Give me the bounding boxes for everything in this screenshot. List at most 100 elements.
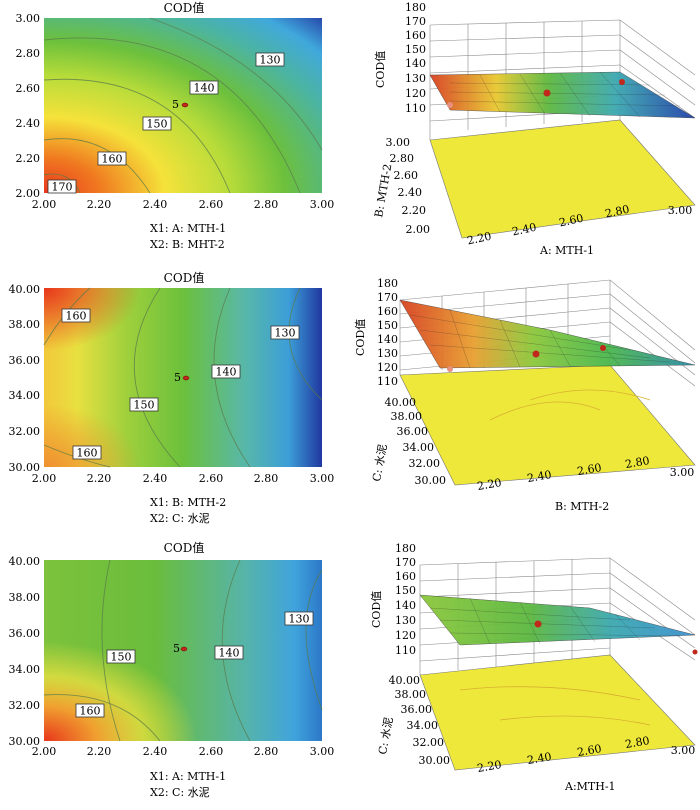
surface-plot-1-svg: COD值 110 120 130 140 150 160 170 180 2.0…	[372, 1, 696, 257]
svg-text:130: 130	[260, 54, 281, 67]
y-tick: 2.40	[398, 186, 423, 199]
contour-plot-1: COD值 170 160 150 140 130 5 2.00 2.20 2.4…	[0, 0, 350, 270]
contour-plot-1-svg: COD值 170 160 150 140 130 5 2.00 2.20 2.4…	[16, 0, 335, 251]
y-tick: 38.00	[395, 688, 427, 701]
surface-ylabel-2: C: 水泥	[370, 443, 389, 482]
x-tick: 2.20	[476, 758, 502, 775]
surface-zlabel-2: COD值	[354, 319, 367, 356]
center-point-2	[182, 375, 190, 381]
x-tick: 2.60	[558, 212, 585, 230]
contour-title-2: COD值	[164, 270, 205, 285]
contour-xlabel-2: X1: B: MTH-2	[150, 496, 226, 509]
surface-grid-2	[409, 309, 671, 369]
z-tick: 110	[377, 375, 398, 388]
surface-plot-3-svg: COD值 110 120 130 140 150 160 170 180 30.…	[370, 542, 698, 793]
contour-yticks-1: 2.00 2.20 2.40 2.60 2.80 3.00	[16, 12, 41, 200]
y-tick: 32.00	[9, 699, 41, 712]
x-tick: 3.00	[668, 204, 693, 217]
contour-ylabel-2: X2: C: 水泥	[150, 512, 210, 525]
x-tick: 2.60	[576, 742, 602, 759]
surface-ylabel-1: B: MTH-2	[372, 163, 394, 219]
surface-yticks-1: 2.00 2.20 2.40 2.60 2.80 3.00	[386, 136, 431, 236]
contour-xticks-1: 2.00 2.20 2.40 2.60 2.80 3.00	[32, 198, 335, 211]
surface-point-1	[543, 89, 551, 97]
contour-plot-3: COD值 160 150 140 130 5 2.00 2.20 2.40 2.…	[0, 540, 350, 806]
x-tick: 3.00	[310, 472, 335, 485]
surface-xlabel-3: A:MTH-1	[564, 780, 616, 793]
x-tick: 2.60	[199, 745, 224, 758]
z-tick: 130	[395, 614, 416, 627]
center-point-label-2: 5	[174, 371, 181, 384]
svg-text:140: 140	[194, 82, 215, 95]
x-tick: 2.40	[143, 745, 168, 758]
y-tick: 32.00	[409, 457, 441, 470]
y-tick: 38.00	[9, 318, 41, 331]
svg-text:140: 140	[216, 366, 237, 379]
svg-text:140: 140	[219, 647, 240, 660]
z-tick: 110	[405, 102, 426, 115]
center-point-label-1: 5	[172, 98, 179, 111]
y-tick: 2.40	[16, 117, 41, 130]
y-tick: 30.00	[415, 474, 447, 487]
y-tick: 30.00	[9, 461, 41, 474]
contour-title-1: COD值	[164, 0, 205, 15]
z-tick: 180	[377, 277, 398, 290]
surface-xticks-3: 2.20 2.40 2.60 2.80 3.00	[476, 734, 695, 775]
x-tick: 2.40	[526, 468, 552, 485]
contour-ylabel-3: X2: C: 水泥	[150, 786, 210, 799]
surface-grid-1	[449, 71, 681, 118]
surface-mesh-2	[399, 299, 696, 369]
surface-plot-2-svg: COD值 110 120 130 140 150 160 170 180 30.…	[354, 277, 696, 513]
contour-plot-3-svg: COD值 160 150 140 130 5 2.00 2.20 2.40 2.…	[9, 540, 335, 799]
z-tick: 170	[377, 291, 398, 304]
svg-text:160: 160	[66, 310, 87, 323]
y-tick: 40.00	[389, 674, 421, 687]
y-tick: 2.80	[16, 47, 41, 60]
x-tick: 2.20	[476, 476, 502, 493]
x-tick: 2.20	[87, 198, 112, 211]
contour-labels-3: 160 150 140 130	[75, 611, 314, 718]
surface-zticks-2: 110 120 130 140 150 160 170 180	[377, 277, 398, 388]
z-tick: 130	[405, 72, 426, 85]
x-tick: 3.00	[671, 744, 696, 757]
y-tick: 34.00	[403, 441, 435, 454]
contour-ylabel-1: X2: B: MHT-2	[150, 238, 225, 251]
x-tick: 3.00	[310, 198, 335, 211]
surface-point-5	[600, 345, 606, 351]
svg-text:130: 130	[275, 327, 296, 340]
x-tick: 2.80	[624, 454, 650, 471]
z-tick: 120	[377, 361, 398, 374]
surface-point-7	[534, 620, 542, 628]
contour-yticks-2: 30.00 32.00 34.00 36.00 38.00 40.00	[9, 283, 41, 474]
z-tick: 140	[377, 333, 398, 346]
contour-labels-1: 170 160 150 140 130	[47, 52, 285, 194]
y-tick: 30.00	[9, 735, 41, 748]
surface-point-2	[619, 79, 625, 85]
surface-xlabel-1: A: MTH-1	[539, 244, 594, 257]
surface-xlabel-2: B: MTH-2	[555, 500, 609, 513]
z-tick: 120	[395, 629, 416, 642]
z-tick: 110	[395, 644, 416, 657]
x-tick: 2.00	[32, 745, 57, 758]
surface-xticks-1: 2.20 2.40 2.60 2.80 3.00	[466, 203, 692, 248]
svg-text:150: 150	[134, 399, 155, 412]
surface-floor-3	[419, 654, 696, 771]
x-tick: 2.20	[466, 230, 493, 248]
y-tick: 40.00	[9, 283, 41, 296]
surface-plot-2: COD值 110 120 130 140 150 160 170 180 30.…	[350, 270, 700, 535]
x-tick: 2.00	[32, 472, 57, 485]
y-tick: 36.00	[401, 703, 433, 716]
z-tick: 180	[395, 542, 416, 555]
svg-text:130: 130	[289, 613, 310, 626]
surface-zticks-1: 110 120 130 140 150 160 170 180	[405, 1, 426, 115]
contour-title-3: COD值	[164, 540, 205, 555]
x-tick: 2.40	[526, 750, 552, 767]
z-tick: 160	[395, 570, 416, 583]
y-tick: 32.00	[413, 736, 445, 749]
y-tick: 36.00	[9, 354, 41, 367]
y-tick: 2.00	[16, 187, 41, 200]
y-tick: 2.60	[16, 82, 41, 95]
surface-floor-2	[399, 364, 696, 486]
surface-mesh-3	[419, 594, 696, 646]
surface-plot-1: COD值 110 120 130 140 150 160 170 180 2.0…	[350, 0, 700, 270]
